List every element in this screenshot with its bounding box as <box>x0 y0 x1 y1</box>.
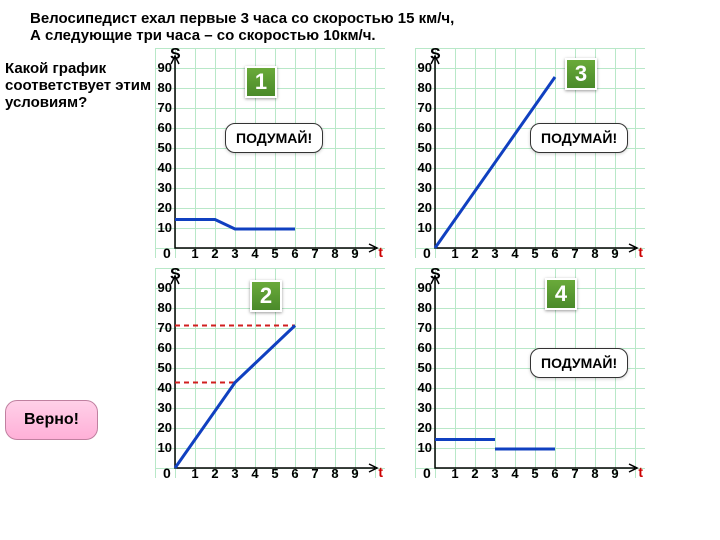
y-tick: 30 <box>150 398 172 418</box>
y-tick: 10 <box>150 218 172 238</box>
chart-badge-3[interactable]: 3 <box>565 58 597 90</box>
y-tick: 40 <box>150 158 172 178</box>
axis-t-label: t <box>638 244 643 260</box>
y-tick: 20 <box>410 198 432 218</box>
chart-2: St09080706050403020101234567892 <box>155 268 385 478</box>
y-tick: 50 <box>410 138 432 158</box>
y-tick: 70 <box>150 318 172 338</box>
y-tick: 40 <box>410 378 432 398</box>
axis-t-label: t <box>638 464 643 480</box>
axis-t-label: t <box>378 464 383 480</box>
y-tick: 90 <box>410 58 432 78</box>
question-text: Какой график соответствует этим условиям… <box>5 60 155 111</box>
chart-1: St09080706050403020101234567891ПОДУМАЙ! <box>155 48 385 258</box>
chart-4: St09080706050403020101234567894ПОДУМАЙ! <box>415 268 645 478</box>
y-tick: 90 <box>150 278 172 298</box>
y-tick: 50 <box>410 358 432 378</box>
y-tick: 20 <box>150 418 172 438</box>
y-tick: 40 <box>150 378 172 398</box>
y-tick: 60 <box>150 118 172 138</box>
y-tick: 70 <box>150 98 172 118</box>
y-tick: 40 <box>410 158 432 178</box>
y-tick: 10 <box>410 218 432 238</box>
origin-label: 0 <box>423 245 431 261</box>
y-tick: 70 <box>410 98 432 118</box>
y-tick: 60 <box>410 338 432 358</box>
problem-line-2: А следующие три часа – со скоростью 10км… <box>30 27 710 44</box>
y-tick: 80 <box>410 298 432 318</box>
chart-badge-4[interactable]: 4 <box>545 278 577 310</box>
y-tick: 70 <box>410 318 432 338</box>
y-tick: 50 <box>150 138 172 158</box>
origin-label: 0 <box>163 245 171 261</box>
origin-label: 0 <box>423 465 431 481</box>
podumay-callout: ПОДУМАЙ! <box>530 348 628 378</box>
chart-3: St09080706050403020101234567893ПОДУМАЙ! <box>415 48 645 258</box>
y-tick: 20 <box>150 198 172 218</box>
y-tick: 30 <box>410 398 432 418</box>
y-tick: 90 <box>150 58 172 78</box>
y-tick: 50 <box>150 358 172 378</box>
verno-callout: Верно! <box>5 400 98 440</box>
podumay-callout: ПОДУМАЙ! <box>225 123 323 153</box>
y-tick: 80 <box>150 78 172 98</box>
problem-line-1: Велосипедист ехал первые 3 часа со скоро… <box>30 10 710 27</box>
y-tick: 30 <box>410 178 432 198</box>
y-tick: 60 <box>150 338 172 358</box>
y-tick: 10 <box>410 438 432 458</box>
y-tick: 60 <box>410 118 432 138</box>
chart-badge-1[interactable]: 1 <box>245 66 277 98</box>
y-tick: 90 <box>410 278 432 298</box>
origin-label: 0 <box>163 465 171 481</box>
y-tick: 80 <box>150 298 172 318</box>
podumay-callout: ПОДУМАЙ! <box>530 123 628 153</box>
y-tick: 80 <box>410 78 432 98</box>
y-tick: 20 <box>410 418 432 438</box>
axis-t-label: t <box>378 244 383 260</box>
y-tick: 10 <box>150 438 172 458</box>
y-tick: 30 <box>150 178 172 198</box>
chart-badge-2[interactable]: 2 <box>250 280 282 312</box>
